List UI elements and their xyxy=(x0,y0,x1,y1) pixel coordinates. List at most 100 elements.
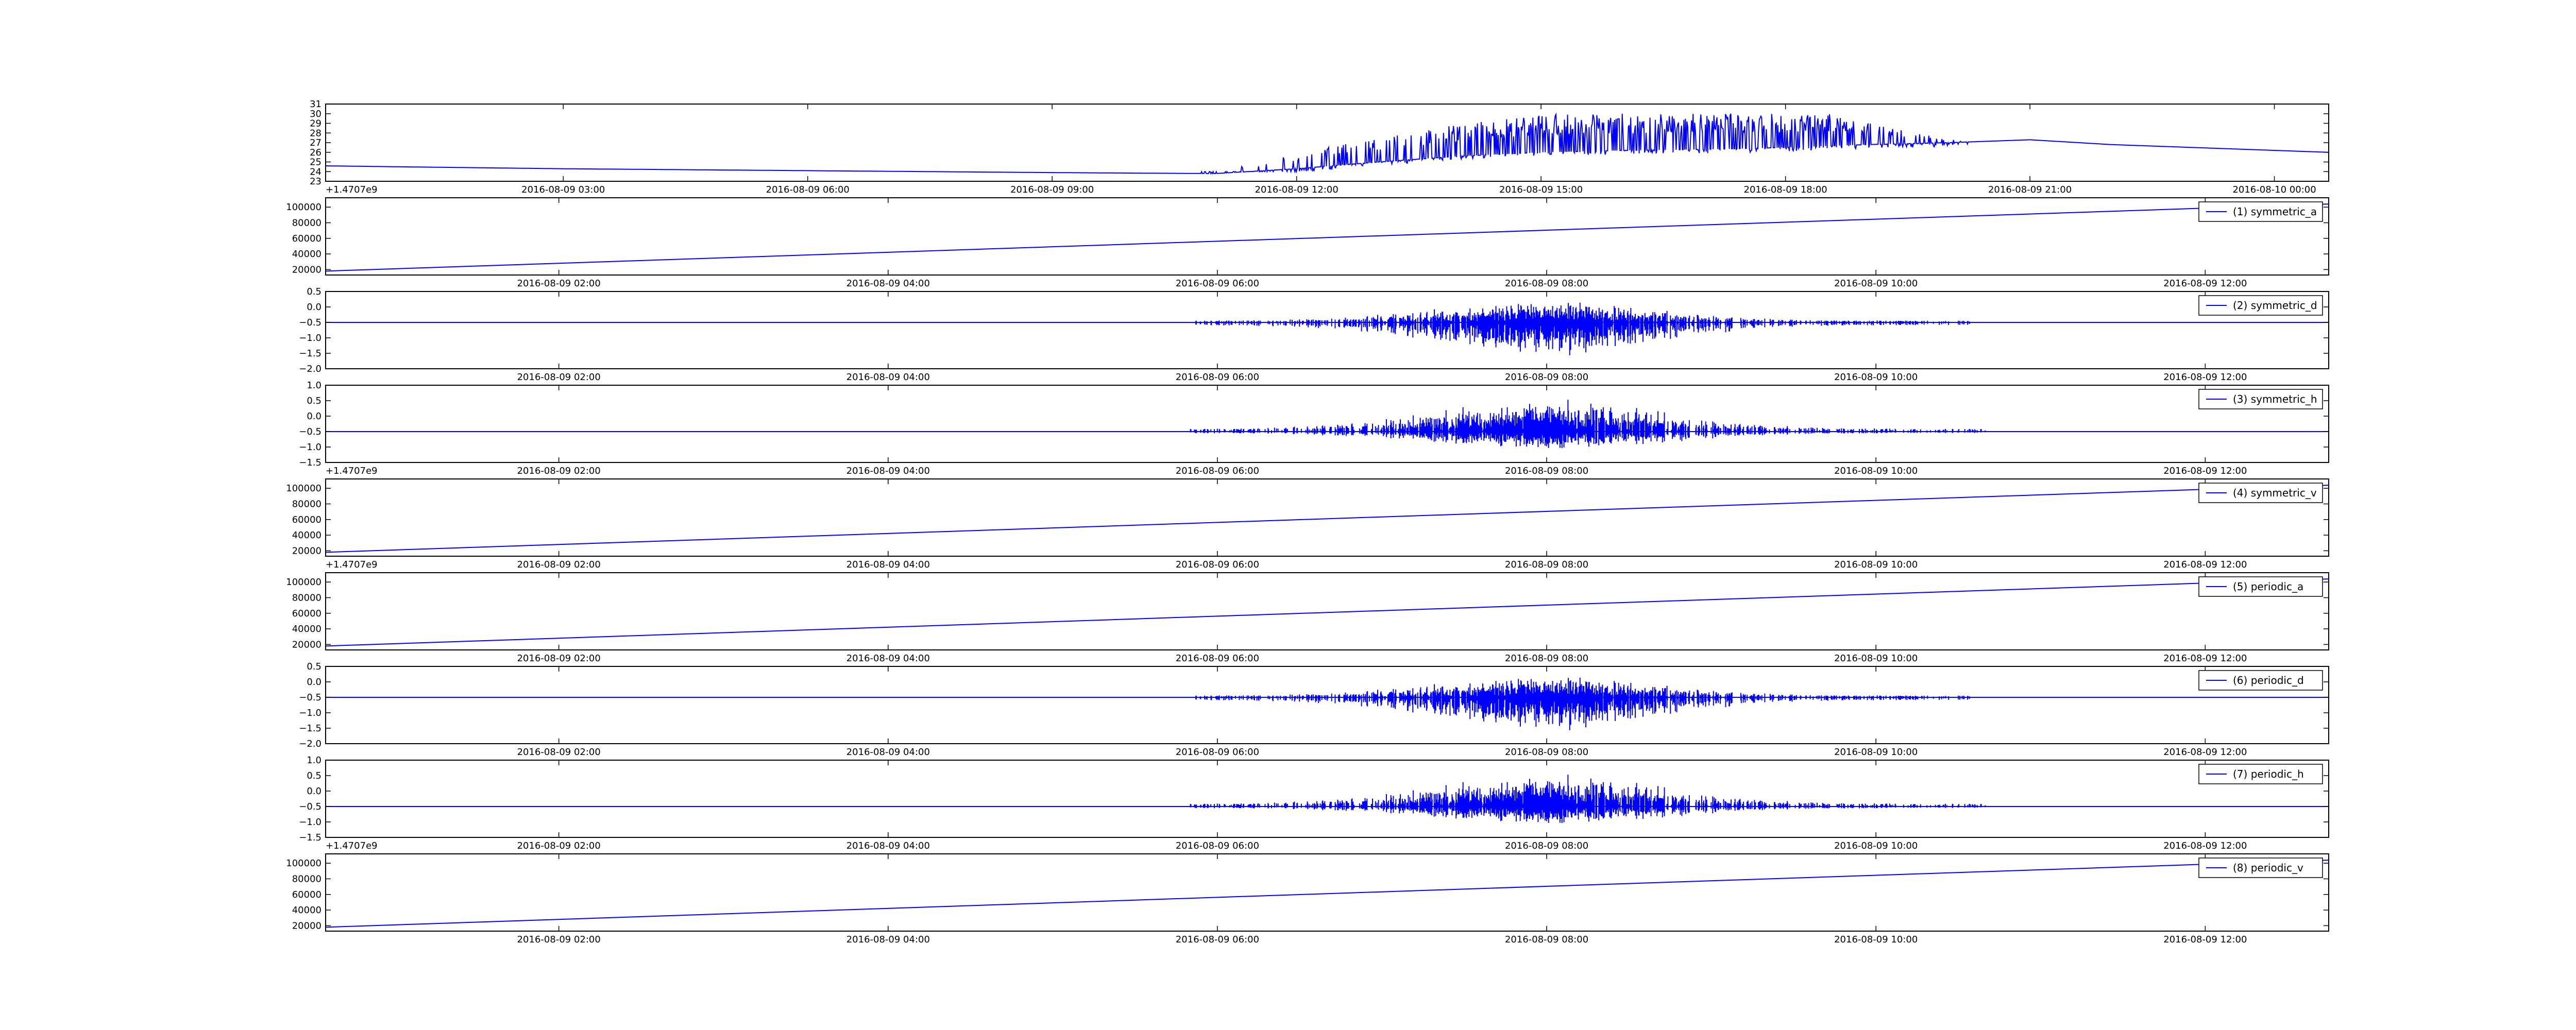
y-tick-label: 40000 xyxy=(292,905,321,916)
y-tick-label: 25 xyxy=(310,157,321,168)
y-tick-label: 100000 xyxy=(286,858,321,869)
x-tick-label: 2016-08-09 12:00 xyxy=(2163,278,2247,289)
axes-frame xyxy=(325,666,2329,744)
series-group xyxy=(326,860,2329,928)
y-tick-label: 20000 xyxy=(292,264,321,275)
y-tick-label: −0.5 xyxy=(299,426,321,437)
x-tick-label: 2016-08-09 12:00 xyxy=(2163,559,2247,570)
x-tick-label: 2016-08-09 06:00 xyxy=(1176,372,1259,383)
y-tick-label: −1.0 xyxy=(299,442,321,453)
y-tick-label: −1.0 xyxy=(299,817,321,828)
axes-frame xyxy=(325,760,2329,838)
series-group xyxy=(326,302,2329,355)
y-tick-label: 40000 xyxy=(292,530,321,541)
x-tick-label: 2016-08-09 03:00 xyxy=(521,184,605,195)
y-tick-label: −2.0 xyxy=(299,364,321,374)
x-tick-label: 2016-08-09 04:00 xyxy=(846,747,930,758)
series-line-8-1 xyxy=(326,775,2329,823)
y-tick-label: 100000 xyxy=(286,577,321,588)
y-tick-label: 23 xyxy=(310,176,321,187)
y-tick-label: 28 xyxy=(310,128,321,139)
offset-text: +1.4707e9 xyxy=(326,184,378,195)
legend-label: (1) symmetric_a xyxy=(2233,205,2317,218)
y-tick-label: 0.0 xyxy=(307,786,321,797)
axes-frame xyxy=(325,385,2329,463)
axes-frame xyxy=(325,853,2329,932)
x-tick-label: 2016-08-09 12:00 xyxy=(2163,934,2247,945)
y-tick-label: 20000 xyxy=(292,545,321,556)
x-tick-label: 2016-08-09 06:00 xyxy=(766,184,850,195)
legend-label: (6) periodic_d xyxy=(2233,674,2304,686)
x-tick-label: 2016-08-09 06:00 xyxy=(1176,278,1259,289)
y-tick-label: −1.5 xyxy=(299,348,321,359)
x-tick-label: 2016-08-09 10:00 xyxy=(1834,278,1918,289)
legend-box xyxy=(2198,389,2323,409)
x-tick-label: 2016-08-09 08:00 xyxy=(1505,934,1588,945)
y-tick-label: 40000 xyxy=(292,624,321,634)
x-tick-label: 2016-08-09 02:00 xyxy=(517,747,601,758)
x-tick-label: 2016-08-09 08:00 xyxy=(1505,840,1588,851)
subplot-4: −1.5 −1.0 −0.5 0.0 0.5 1.0 2016-08-09 02:00 201… xyxy=(299,380,2329,476)
legend: (3) symmetric_h xyxy=(2198,389,2323,409)
x-tick-label: 2016-08-09 04:00 xyxy=(846,559,930,570)
y-tick-label: 60000 xyxy=(292,514,321,525)
axes-frame xyxy=(325,291,2329,369)
x-tick-label: 2016-08-09 18:00 xyxy=(1744,184,1827,195)
series-line-7-1 xyxy=(326,677,2329,730)
x-tick-label: 2016-08-09 06:00 xyxy=(1176,747,1259,758)
x-tick-label: 2016-08-09 02:00 xyxy=(517,466,601,476)
y-tick-label: 30 xyxy=(310,109,321,119)
x-tick-label: 2016-08-09 06:00 xyxy=(1176,840,1259,851)
series-group xyxy=(326,578,2329,647)
x-tick-label: 2016-08-09 10:00 xyxy=(1834,840,1918,851)
y-tick-label: −1.0 xyxy=(299,708,321,718)
axes-frame xyxy=(325,197,2329,276)
x-tick-label: 2016-08-09 02:00 xyxy=(517,559,601,570)
y-tick-label: 0.0 xyxy=(307,411,321,422)
legend: (6) periodic_d xyxy=(2198,670,2323,691)
x-tick-label: 2016-08-09 08:00 xyxy=(1505,747,1588,758)
x-tick-label: 2016-08-09 08:00 xyxy=(1505,372,1588,383)
y-tick-label: 0.5 xyxy=(307,396,321,406)
series-line-6-1 xyxy=(326,578,2329,647)
y-tick-label: 100000 xyxy=(286,202,321,213)
y-tick-label: −1.5 xyxy=(299,832,321,843)
subplot-3: −2.0 −1.5 −1.0 −0.5 0.0 0.5 2016-08-09 02:00 20… xyxy=(299,286,2329,383)
legend: (2) symmetric_d xyxy=(2198,295,2323,316)
x-tick-label: 2016-08-10 00:00 xyxy=(2232,184,2316,195)
subplot-6: 20000 40000 60000 80000 100000 2016-08-09 02:… xyxy=(286,572,2329,664)
x-tick-label: 2016-08-09 08:00 xyxy=(1505,466,1588,476)
y-tick-label: 80000 xyxy=(292,217,321,228)
y-tick-label: 29 xyxy=(310,118,321,129)
series-group xyxy=(326,677,2329,730)
legend-label: (2) symmetric_d xyxy=(2233,299,2317,312)
x-tick-label: 2016-08-09 12:00 xyxy=(1255,184,1338,195)
x-tick-label: 2016-08-09 08:00 xyxy=(1505,559,1588,570)
x-tick-label: 2016-08-09 15:00 xyxy=(1499,184,1583,195)
y-tick-label: 0.0 xyxy=(307,302,321,313)
series-line-4-1 xyxy=(326,400,2329,449)
x-tick-label: 2016-08-09 10:00 xyxy=(1834,372,1918,383)
legend-label: (4) symmetric_v xyxy=(2233,487,2317,499)
y-tick-label: 60000 xyxy=(292,889,321,900)
legend: (5) periodic_a xyxy=(2198,576,2323,597)
subplot-7: −2.0 −1.5 −1.0 −0.5 0.0 0.5 2016-08-09 02:00 20… xyxy=(299,661,2329,758)
series-group xyxy=(326,485,2329,553)
y-tick-label: −0.5 xyxy=(299,317,321,328)
y-tick-label: −0.5 xyxy=(299,692,321,703)
x-tick-label: 2016-08-09 04:00 xyxy=(846,934,930,945)
y-tick-label: 27 xyxy=(310,138,321,148)
x-tick-label: 2016-08-09 12:00 xyxy=(2163,466,2247,476)
x-tick-label: 2016-08-09 06:00 xyxy=(1176,466,1259,476)
y-tick-label: 0.5 xyxy=(307,770,321,781)
x-tick-label: 2016-08-09 10:00 xyxy=(1834,653,1918,664)
y-tick-label: 24 xyxy=(310,166,321,177)
subplot-9: 20000 40000 60000 80000 100000 2016-08-09 02:… xyxy=(286,853,2329,945)
x-tick-label: 2016-08-09 21:00 xyxy=(1988,184,2072,195)
y-tick-label: 31 xyxy=(310,99,321,110)
series-line-5-1 xyxy=(326,485,2329,553)
y-tick-label: 20000 xyxy=(292,639,321,650)
series-group xyxy=(326,775,2329,823)
